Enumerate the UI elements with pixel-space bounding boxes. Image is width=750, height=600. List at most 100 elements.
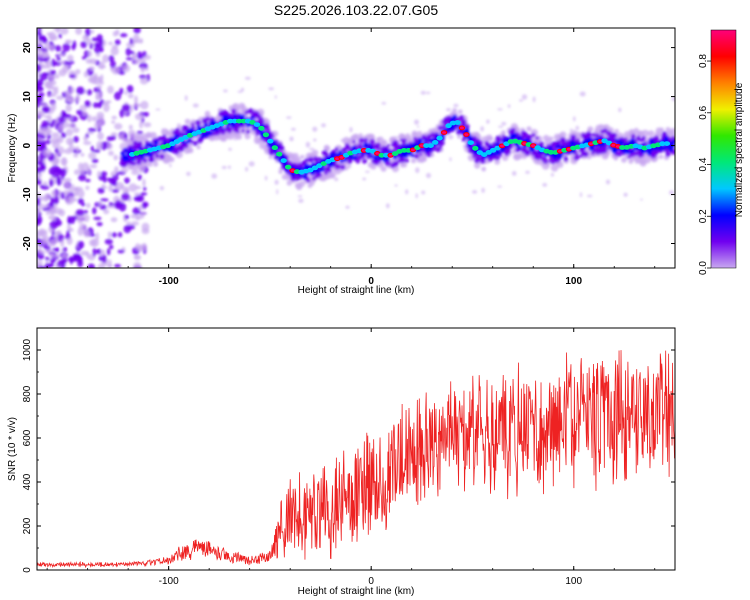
heatmap-cell — [343, 158, 347, 162]
heatmap-cell — [548, 146, 553, 150]
heatmap-cell — [313, 138, 317, 142]
heatmap-cell — [65, 128, 74, 137]
heatmap-cell — [480, 126, 484, 132]
heatmap-cell — [49, 179, 54, 187]
heatmap-cell — [311, 161, 315, 165]
heatmap-cell — [76, 86, 85, 95]
heatmap-cell — [352, 140, 356, 144]
heatmap-cell — [187, 138, 191, 142]
heatmap-cell — [61, 253, 68, 259]
heatmap-cell — [560, 138, 566, 144]
heatmap-cell — [436, 135, 443, 141]
heatmap-cell — [547, 149, 555, 155]
heatmap-cell — [639, 131, 645, 136]
heatmap-cell — [142, 111, 150, 117]
heatmap-cell — [130, 50, 135, 55]
heatmap-cell — [640, 198, 643, 201]
heatmap-cell — [324, 152, 329, 157]
heatmap-cell — [41, 120, 50, 127]
heatmap-cell — [301, 160, 305, 165]
heatmap-cell — [255, 132, 260, 136]
heatmap-cell — [102, 54, 109, 63]
heatmap-cell — [659, 141, 666, 147]
heatmap-cell — [58, 60, 66, 64]
heatmap-cell — [86, 202, 91, 209]
heatmap-cell — [121, 104, 131, 112]
heatmap-cell — [67, 122, 77, 129]
heatmap-cell — [122, 137, 127, 142]
heatmap-cell — [133, 196, 142, 202]
heatmap-cell — [131, 161, 136, 166]
heatmap-cell — [86, 166, 91, 175]
heatmap-cell — [602, 124, 608, 130]
heatmap-cell — [204, 123, 209, 128]
heatmap-cell — [37, 173, 43, 178]
heatmap-cell — [408, 144, 412, 148]
heatmap-cell — [598, 143, 602, 148]
heatmap-cell — [87, 50, 92, 57]
heatmap-cell — [515, 153, 522, 160]
heatmap-cell — [149, 132, 157, 140]
heatmap-cell — [121, 193, 130, 201]
heatmap-cell — [525, 137, 529, 141]
heatmap-cell — [69, 86, 75, 94]
heatmap-cell — [637, 138, 643, 143]
heatmap-cell — [635, 132, 640, 137]
heatmap-cell — [614, 129, 619, 134]
heatmap-cell — [227, 165, 231, 169]
heatmap-cell — [442, 131, 447, 134]
heatmap-cell — [138, 204, 144, 211]
heatmap-cell — [58, 53, 65, 57]
heatmap-cell — [103, 103, 110, 113]
top-y-tick-label: 20 — [22, 42, 33, 54]
heatmap-cell — [55, 45, 62, 52]
heatmap-cell — [393, 141, 398, 146]
heatmap-cell — [37, 35, 46, 40]
heatmap-cell — [60, 239, 65, 248]
heatmap-cell — [248, 161, 255, 167]
heatmap-cell — [258, 125, 265, 131]
heatmap-cell — [133, 103, 142, 108]
heatmap-cell — [57, 146, 65, 155]
heatmap-cell — [630, 139, 634, 143]
heatmap-cell — [658, 154, 664, 160]
heatmap-cell — [605, 130, 612, 137]
heatmap-cell — [525, 151, 529, 155]
heatmap-cell — [474, 162, 481, 169]
heatmap-cell — [107, 231, 112, 239]
top-y-tick-label: -10 — [22, 187, 33, 202]
heatmap-cell — [148, 156, 155, 163]
heatmap-cell — [83, 141, 92, 145]
heatmap-cell — [575, 138, 580, 143]
heatmap-cell — [44, 42, 51, 51]
heatmap-cell — [631, 149, 635, 153]
heatmap-cell — [602, 142, 606, 146]
heatmap-cell — [256, 126, 259, 130]
heatmap-cell — [61, 65, 70, 73]
heatmap-cell — [129, 148, 133, 152]
heatmap-cell — [241, 129, 245, 133]
heatmap-cell — [246, 129, 251, 134]
heatmap-cell — [95, 249, 100, 254]
heatmap-cell — [154, 140, 159, 145]
heatmap-cell — [253, 136, 262, 145]
heatmap-cell — [266, 128, 271, 133]
heatmap-cell — [614, 155, 619, 160]
heatmap-cell — [477, 144, 482, 149]
heatmap-cell — [334, 177, 339, 182]
heatmap-cell — [454, 120, 461, 125]
heatmap-cell — [49, 206, 56, 215]
heatmap-cell — [654, 147, 658, 151]
heatmap-cell — [50, 102, 57, 112]
heatmap-cell — [37, 206, 45, 210]
heatmap-cell — [141, 242, 147, 252]
colorbar-tick-label: 0.8 — [698, 54, 709, 68]
heatmap-cell — [54, 230, 62, 235]
heatmap-cell — [72, 40, 77, 49]
heatmap-cell — [56, 137, 61, 142]
heatmap-cell — [106, 136, 114, 142]
heatmap-cell — [126, 138, 132, 144]
heatmap-cell — [111, 115, 117, 120]
heatmap-cell — [183, 146, 191, 154]
heatmap-cell — [77, 189, 85, 198]
